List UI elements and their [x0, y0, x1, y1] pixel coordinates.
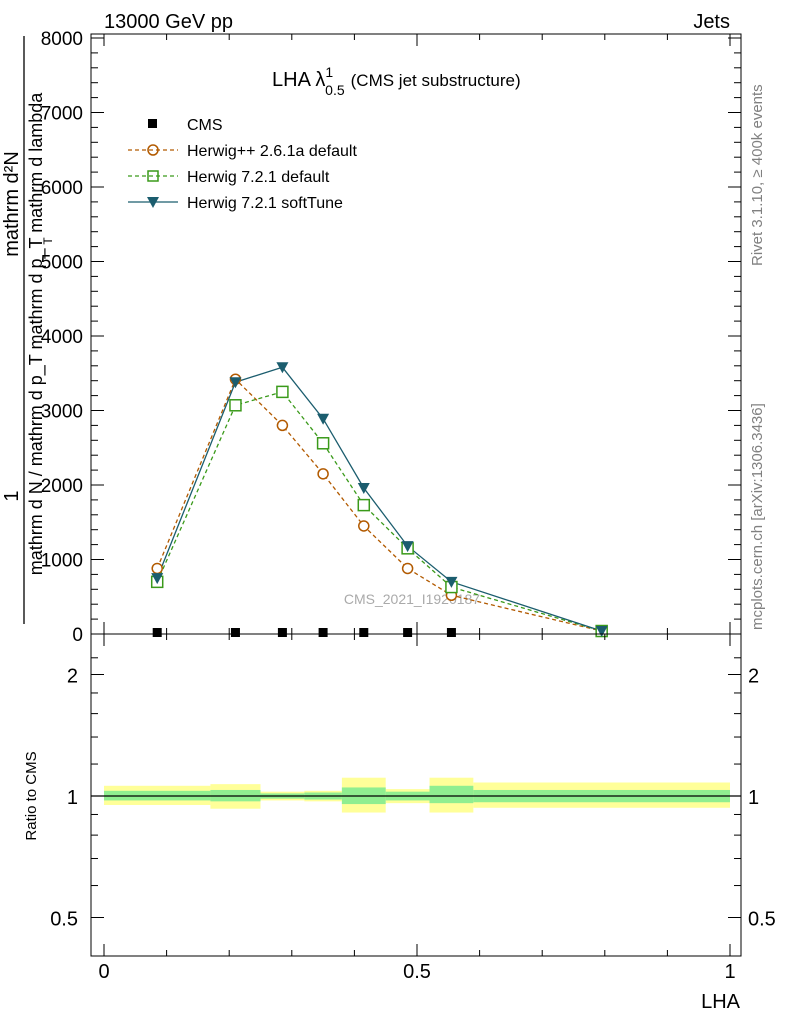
y-label-denominator: mathrm d N / mathrm d p_T mathrm d p_T m… [26, 92, 47, 575]
rivet-label: Rivet 3.1.10, ≥ 400k events [749, 84, 766, 266]
marker-h7s [151, 573, 164, 585]
ratio-frame [90, 633, 742, 957]
legend-h7soft-label: Herwig 7.2.1 softTune [187, 195, 343, 212]
plot-title: LHA λ1 0.5 (CMS jet substructure) [272, 64, 521, 98]
marker-cms [230, 628, 240, 637]
legend-h7soft-marker [147, 197, 159, 208]
marker-h7s [595, 626, 608, 638]
ratio-y-tick-label-right: 2 [748, 666, 759, 688]
x-axis-label: LHA [701, 991, 741, 1013]
ratio-bands [104, 777, 730, 813]
y-label-one: 1 [1, 490, 23, 501]
main-y-tick-label: 0 [72, 625, 83, 646]
ratio-ticks [91, 634, 741, 956]
ratio-y-tick-label: 1 [67, 787, 78, 809]
y-label-numerator: mathrm d²N [1, 151, 23, 257]
main-y-tick-label: 2000 [41, 476, 83, 497]
main-y-tick-label: 5000 [41, 253, 83, 274]
ratio-y-tick-label: 0.5 [50, 909, 78, 931]
header-left: 13000 GeV pp [104, 11, 233, 33]
marker-h7d [276, 385, 289, 399]
series-line-hpp [156, 378, 602, 632]
watermark: CMS_2021_I1920187 [344, 591, 480, 607]
marker-h7s [317, 413, 330, 425]
legend-cms-label: CMS [187, 117, 223, 134]
series-line-h7s [156, 366, 602, 632]
marker-hpp [358, 520, 370, 532]
main-y-tick-label: 1000 [41, 551, 83, 572]
marker-hpp [401, 562, 414, 575]
legend-herwigpp-label: Herwig++ 2.6.1a default [187, 143, 357, 160]
ratio-panel: 0.5 0.5 1 1 2 2 0 0.5 1 Ratio to CMS LHA [23, 633, 776, 1013]
legend-herwigpp: Herwig++ 2.6.1a default [128, 143, 357, 160]
legend-cms: CMS [148, 117, 223, 134]
main-y-tick-label: 8000 [41, 29, 83, 50]
ratio-tick-labels: 0.5 0.5 1 1 2 2 0 0.5 1 [50, 666, 776, 984]
legend-h7default-label: Herwig 7.2.1 default [187, 169, 330, 186]
marker-h7d [316, 437, 330, 450]
main-panel: 0 1000 2000 3000 4000 5000 6000 7000 8000 CMS_20… [1, 29, 742, 646]
x-tick-label: 0 [98, 961, 109, 983]
marker-h7s [445, 576, 458, 588]
legend: CMS Herwig++ 2.6.1a default Herwig 7.2.1… [128, 117, 357, 212]
series-lines [156, 366, 602, 632]
y-label-subscript: T [41, 237, 55, 245]
main-y-label: 1 mathrm d²N mathrm d N / mathrm d p_T m… [1, 36, 55, 624]
main-y-tick-label: 7000 [41, 104, 83, 125]
mcplots-label: mcplots.cern.ch [arXiv:1306.3436] [749, 403, 766, 630]
main-y-tick-label: 6000 [41, 178, 83, 199]
ratio-y-label: Ratio to CMS [23, 751, 40, 840]
marker-h7s [229, 377, 242, 389]
marker-cms [318, 628, 328, 637]
marker-hpp [151, 562, 163, 575]
x-tick-label: 1 [724, 961, 735, 983]
marker-h7s [357, 482, 370, 494]
header-right: Jets [693, 11, 730, 33]
ratio-y-tick-label: 2 [67, 666, 78, 688]
marker-cms [359, 628, 369, 637]
marker-h7s [276, 362, 289, 374]
marker-h7d [229, 399, 242, 412]
marker-cms [152, 628, 162, 637]
legend-h7default: Herwig 7.2.1 default [128, 169, 330, 186]
ratio-y-tick-label-right: 0.5 [748, 909, 776, 931]
marker-hpp [276, 419, 289, 432]
ratio-band-green [429, 785, 474, 804]
legend-h7default-marker [147, 170, 159, 182]
main-y-tick-label: 4000 [41, 327, 83, 348]
ratio-y-tick-label-right: 1 [748, 787, 759, 809]
marker-cms [446, 628, 456, 637]
main-y-ticks [91, 34, 741, 635]
marker-h7d [357, 498, 371, 512]
marker-h7s [401, 541, 414, 553]
legend-h7soft: Herwig 7.2.1 softTune [128, 195, 343, 212]
main-y-tick-labels: 0 1000 2000 3000 4000 5000 6000 7000 8000 [41, 29, 83, 646]
marker-cms [277, 628, 287, 637]
main-y-tick-label: 3000 [41, 402, 83, 423]
legend-cms-marker [148, 119, 157, 128]
x-tick-label: 0.5 [403, 961, 431, 983]
legend-herwigpp-marker [147, 144, 159, 156]
series-line-h7d [156, 391, 602, 632]
marker-hpp [317, 468, 329, 480]
marker-cms [403, 628, 413, 637]
